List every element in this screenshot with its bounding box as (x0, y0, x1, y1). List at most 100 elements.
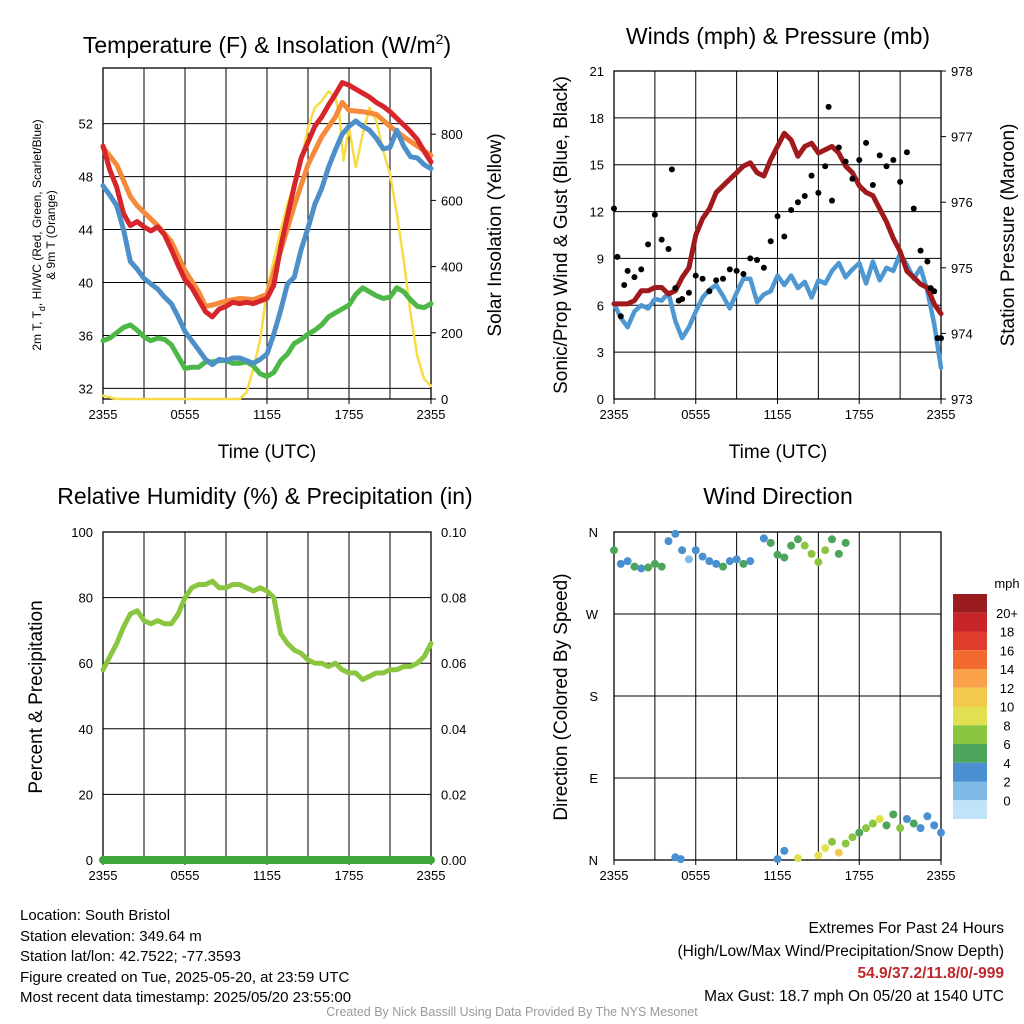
rh-xtick-label: 1755 (335, 868, 364, 883)
wind-ytick-label: 18 (590, 111, 604, 126)
dir-point (684, 555, 693, 564)
temp-ytick-label: 48 (79, 170, 93, 185)
wind-ylabel: Sonic/Prop Wind & Gust (Blue, Black) (551, 76, 572, 394)
wind-gust-point (624, 267, 631, 274)
colorbar-label: 0 (1003, 793, 1010, 808)
temp-ytick-label: 36 (79, 328, 93, 343)
temp-ylabel-line2: & 9m T (Orange) (44, 190, 58, 280)
dir-point (821, 844, 830, 853)
dir-point (610, 546, 618, 555)
dir-point (698, 552, 707, 561)
temp-series-green (100, 285, 434, 379)
dir-point (664, 537, 673, 546)
wind-gust-point (774, 213, 781, 220)
dir-ytick-label: W (586, 607, 599, 622)
wind-gust-point (733, 267, 740, 274)
temp-y2tick-label: 600 (441, 193, 463, 208)
wind-gust-point (781, 233, 788, 240)
wind-y2label: Station Pressure (Maroon) (998, 124, 1019, 347)
wind-gust-point (672, 285, 679, 292)
wind-gust-point (638, 266, 645, 273)
dir-point (848, 833, 857, 842)
rh-ytick-label: 0 (86, 853, 93, 868)
dir-point (637, 564, 646, 573)
wind-y2tick-label: 978 (951, 64, 973, 79)
extremes-title: Extremes For Past 24 Hours (808, 920, 1004, 937)
colorbar-swatch (953, 762, 987, 782)
dir-point (630, 562, 639, 571)
wind-gust-point (665, 246, 672, 253)
wind-gust-point (699, 275, 706, 282)
dir-point (623, 557, 632, 566)
colorbar-label: 18 (1000, 625, 1014, 640)
wind-gust-point (917, 247, 924, 254)
dir-point (800, 541, 809, 550)
max-gust-text: Max Gust: 18.7 mph On 05/20 at 1540 UTC (704, 987, 1004, 1005)
rh-ytick-label: 100 (71, 525, 93, 540)
elevation-text: Station elevation: 349.64 m (20, 927, 202, 945)
credit-text: Created By Nick Bassill Using Data Provi… (326, 1005, 698, 1019)
dir-point (889, 810, 898, 819)
dir-ytick-label: N (589, 525, 598, 540)
wind-gust-point (617, 313, 624, 320)
temp-ytick-label: 52 (79, 117, 93, 132)
dir-point (841, 839, 850, 848)
rh-y2tick-label: 0.08 (441, 591, 466, 606)
wind-y2tick-label: 975 (951, 261, 973, 276)
wind-gust-point (747, 255, 754, 262)
dir-point (937, 828, 945, 837)
colorbar-swatch (953, 706, 987, 726)
wind-gust-point (938, 335, 944, 342)
wind-gust-point (829, 197, 835, 204)
wind-gust-point (897, 178, 904, 185)
dir-point (676, 855, 685, 864)
wind-gust-point (645, 241, 652, 248)
dir-point (862, 824, 871, 833)
wind-gust-point (713, 277, 720, 284)
dir-ytick-label: E (589, 771, 598, 786)
wind-gust-point (767, 238, 774, 245)
wind-gust-point (910, 205, 917, 212)
wind-gust-point (788, 207, 795, 214)
rh-ytick-label: 60 (79, 656, 93, 671)
temp-title-end: ) (443, 32, 451, 58)
dir-xtick-label: 0555 (681, 868, 710, 883)
station-info: Location: South Bristol Station elevatio… (20, 906, 351, 1009)
temp-xtick-label: 1155 (253, 407, 281, 422)
dir-point (671, 529, 680, 538)
dir-ylabel: Direction (Colored By Speed) (551, 573, 572, 820)
rh-series-humidity (100, 578, 434, 683)
wind-gust-point (706, 288, 713, 295)
dir-point (902, 815, 911, 823)
extremes-subtitle: (High/Low/Max Wind/Precipitation/Snow De… (677, 942, 1005, 960)
dir-point (814, 558, 823, 567)
wind-gust-point (876, 152, 883, 159)
wind-gust-point (794, 199, 801, 206)
rh-xtick-label: 2355 (89, 868, 118, 883)
colorbar-swatch (953, 725, 987, 744)
dir-xtick-label: 2355 (927, 868, 956, 883)
wind-gust-point (692, 272, 699, 279)
dir-point (828, 837, 836, 846)
dir-point (875, 815, 884, 823)
colorbar-label: 20+ (996, 606, 1018, 621)
dir-point (705, 557, 714, 566)
temp-ytick-label: 32 (79, 381, 93, 396)
temp-ylabel: 2m T, Td, HI/WC (Red, Green, Scarlet/Blu… (30, 119, 47, 350)
dir-point (814, 851, 823, 860)
colorbar-swatch (953, 650, 987, 669)
wind-title: Winds (mph) & Pressure (mb) (626, 23, 930, 49)
colorbar-swatch (953, 669, 987, 688)
dir-point (759, 534, 768, 543)
dir-point (828, 535, 836, 544)
temp-ytick-label: 40 (79, 275, 93, 290)
dir-point (834, 549, 843, 558)
wind-gust-point (903, 149, 910, 156)
wind-gust-point (924, 258, 931, 265)
temp-title-main: Temperature (F) & Insolation (W/m (83, 32, 436, 58)
wind-gust-point (631, 274, 638, 281)
dir-point (766, 538, 775, 547)
colorbar-swatch (953, 631, 987, 651)
wind-gust-point (685, 289, 692, 296)
